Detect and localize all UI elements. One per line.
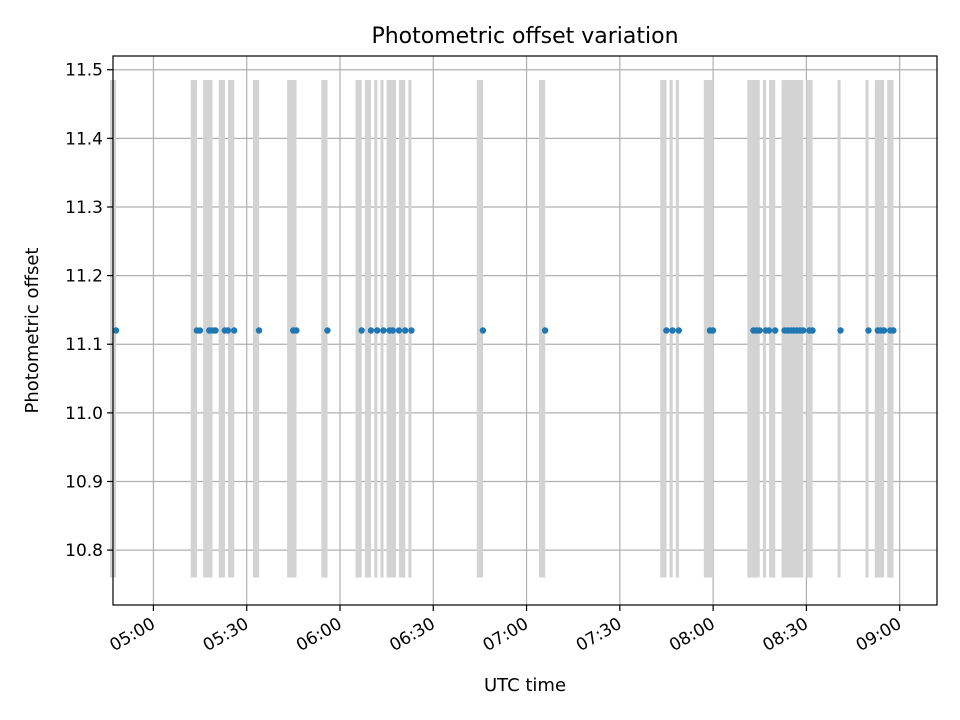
data-point xyxy=(408,327,415,334)
data-point xyxy=(367,327,375,334)
exposure-band xyxy=(252,80,260,578)
y-axis-label: Photometric offset xyxy=(22,248,43,414)
y-tick-label: 10.9 xyxy=(65,472,103,492)
exposure-band xyxy=(364,80,372,578)
data-point xyxy=(224,327,232,334)
data-point xyxy=(324,327,331,334)
y-tick-label: 11.2 xyxy=(65,267,103,287)
exposure-band xyxy=(476,80,484,578)
exposure-band xyxy=(538,80,546,578)
data-point xyxy=(255,327,263,334)
exposure-band xyxy=(218,80,225,578)
data-points xyxy=(112,327,897,334)
x-axis-label: UTC time xyxy=(484,675,566,696)
exposure-band xyxy=(660,80,667,578)
data-point xyxy=(358,327,365,334)
y-tick-label: 11.4 xyxy=(65,129,103,149)
exposure-band xyxy=(228,80,235,578)
data-point xyxy=(837,327,844,334)
exposure-band xyxy=(190,80,197,578)
data-point xyxy=(380,327,387,334)
data-point xyxy=(880,327,888,334)
data-point xyxy=(890,327,897,334)
data-point xyxy=(212,327,219,334)
exposure-band xyxy=(399,80,406,578)
data-point xyxy=(112,327,120,334)
y-tick-label: 11.3 xyxy=(65,198,103,218)
exposure-band xyxy=(321,80,328,578)
data-point xyxy=(395,327,403,334)
y-tick-label: 11.5 xyxy=(65,61,103,81)
data-point xyxy=(479,327,487,334)
data-point xyxy=(675,327,683,334)
data-point xyxy=(541,327,549,334)
plot-frame xyxy=(112,55,938,606)
data-point xyxy=(663,327,670,334)
data-point xyxy=(765,327,773,334)
exposure-band xyxy=(769,80,776,578)
data-point xyxy=(196,327,204,334)
data-point xyxy=(756,327,763,334)
data-point xyxy=(772,327,779,334)
data-point xyxy=(709,327,717,334)
data-point xyxy=(293,327,300,334)
chart-title: Photometric offset variation xyxy=(371,24,678,49)
data-point xyxy=(373,327,381,334)
exposure-band xyxy=(355,80,362,578)
data-point xyxy=(669,327,676,334)
y-tick-label: 11.1 xyxy=(65,335,103,355)
data-point xyxy=(799,327,807,334)
data-point xyxy=(809,327,816,334)
data-point xyxy=(389,327,396,334)
data-point xyxy=(230,327,238,334)
y-tick-label: 10.8 xyxy=(65,541,103,561)
y-tick-label: 11.0 xyxy=(65,404,103,424)
data-point xyxy=(401,327,409,334)
data-point xyxy=(865,327,872,334)
